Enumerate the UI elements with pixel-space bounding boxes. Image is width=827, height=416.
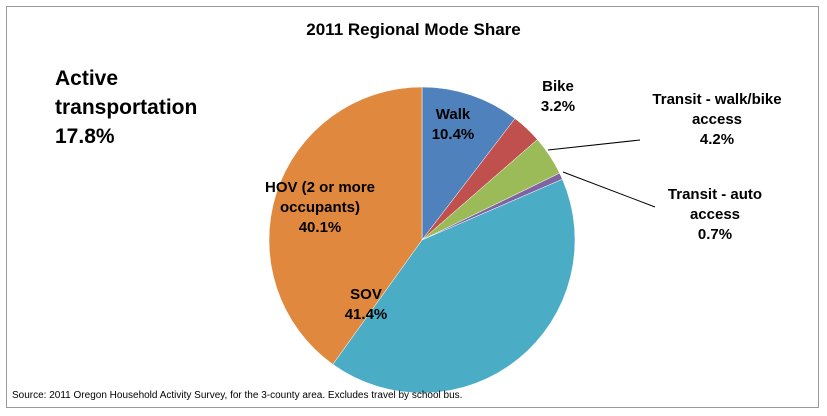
category-label: Walk xyxy=(435,106,471,123)
pie-slice xyxy=(268,86,423,365)
value-label: 3.2% xyxy=(540,98,576,115)
category-label: Transit - auto access xyxy=(667,186,763,223)
slice-label: Transit - auto access 0.7% xyxy=(645,185,785,245)
leader-line xyxy=(562,171,656,208)
category-label: Transit - walk/bike access xyxy=(652,91,782,128)
value-label: 41.4% xyxy=(344,306,388,323)
chart-border xyxy=(6,6,819,408)
slice-label: Bike 3.2% xyxy=(528,77,588,117)
slice-label: Transit - walk/bike access 4.2% xyxy=(637,90,797,150)
category-label: HOV (2 or more occupants) xyxy=(264,179,376,216)
pie-slice xyxy=(421,86,516,241)
leader-line xyxy=(547,139,641,151)
chart-title: 2011 Regional Mode Share xyxy=(306,20,521,39)
slice-label: Walk 10.4% xyxy=(413,105,493,145)
pie-slice xyxy=(332,178,576,394)
value-label: 10.4% xyxy=(431,126,475,143)
source-note: Source: 2011 Oregon Household Activity S… xyxy=(12,390,463,401)
annotation: Active transportation 17.8% xyxy=(55,67,198,148)
slice-label: HOV (2 or more occupants) 40.1% xyxy=(235,178,405,238)
slice-label: SOV 41.4% xyxy=(321,285,411,325)
value-label: 4.2% xyxy=(699,131,735,148)
value-label: 40.1% xyxy=(298,219,342,236)
category-label: SOV xyxy=(350,286,382,303)
value-label: 0.7% xyxy=(697,226,733,243)
category-label: Bike xyxy=(542,78,574,95)
